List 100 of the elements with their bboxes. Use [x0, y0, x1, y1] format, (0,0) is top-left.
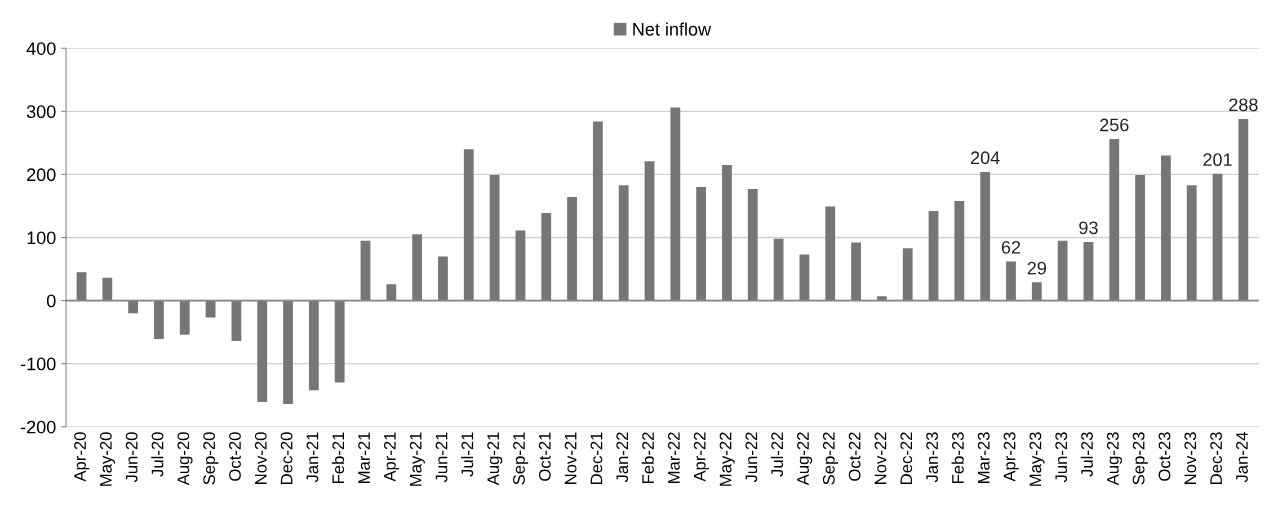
x-tick-label: Jun-22 — [745, 432, 758, 483]
x-tick-label: Oct-23 — [1158, 432, 1171, 481]
y-tick-label: 300 — [26, 105, 56, 119]
x-tick-label: Jan-22 — [616, 432, 629, 483]
x-tick-label: Nov-20 — [254, 432, 267, 484]
x-tick-label: Feb-23 — [951, 432, 964, 484]
x-tick-label: Jul-23 — [1080, 432, 1093, 477]
x-tick-label: Mar-21 — [358, 432, 370, 483]
bar — [438, 256, 448, 301]
y-tick-label: 400 — [26, 42, 56, 55]
bar — [283, 300, 293, 405]
x-tick-label: Oct-20 — [229, 432, 241, 481]
x-tick-label: Sep-23 — [1132, 432, 1148, 485]
x-tick-label: Sep-20 — [203, 432, 219, 485]
bar — [231, 300, 242, 341]
x-tick-label: Nov-22 — [874, 432, 887, 484]
x-tick-label: Feb-22 — [641, 432, 654, 484]
x-tick-label: Apr-21 — [383, 432, 400, 482]
data-label: 62 — [1001, 240, 1021, 254]
x-tick-label: Apr-20 — [74, 432, 90, 482]
x-tick-label: Jan-24 — [1236, 432, 1248, 483]
x-tick-label: Dec-20 — [280, 432, 293, 484]
data-label: 256 — [1100, 118, 1129, 132]
bar — [412, 234, 423, 301]
x-tick-label: Oct-21 — [538, 432, 551, 481]
x-tick-label: May-20 — [99, 432, 116, 486]
bar — [1160, 155, 1171, 301]
bar — [541, 212, 552, 301]
x-tick-label: Nov-23 — [1184, 432, 1197, 484]
x-tick-label: Aug-21 — [487, 432, 503, 486]
bar — [1186, 185, 1197, 301]
bar — [1212, 173, 1223, 301]
x-tick-label: Dec-21 — [590, 432, 603, 484]
bar — [386, 284, 397, 301]
legend-label: Net inflow — [633, 22, 712, 36]
x-tick-label: Apr-22 — [693, 432, 709, 482]
x-tick-label: Jan-21 — [306, 432, 319, 483]
bar — [567, 197, 577, 301]
bar — [1083, 241, 1094, 301]
x-tick-label: Apr-23 — [1003, 432, 1019, 482]
x-tick-label: Jul-22 — [770, 432, 784, 477]
bar — [1135, 175, 1145, 301]
x-tick-label: Dec-22 — [900, 432, 913, 484]
x-tick-label: May-21 — [409, 432, 425, 486]
y-tick-label: 0 — [46, 294, 56, 308]
x-tick-label: May-22 — [719, 432, 735, 486]
bar — [618, 185, 629, 301]
bar — [334, 300, 345, 383]
bar — [954, 200, 965, 301]
y-tick-label: -100 — [20, 357, 56, 371]
bar — [463, 149, 474, 301]
x-tick-label: Mar-23 — [977, 432, 990, 483]
y-tick-label: -200 — [20, 420, 56, 434]
bar — [644, 161, 655, 301]
x-tick-label: Feb-21 — [331, 432, 345, 484]
x-tick-label: Jul-21 — [461, 432, 474, 477]
x-tick-label: Jun-23 — [1055, 432, 1068, 483]
x-tick-label: Aug-22 — [797, 432, 813, 486]
data-label: 288 — [1229, 98, 1258, 112]
bar — [722, 164, 732, 301]
bar — [876, 296, 887, 301]
data-label: 201 — [1203, 153, 1232, 167]
x-tick-label: Dec-23 — [1210, 432, 1223, 484]
bar — [515, 230, 526, 301]
bar — [1057, 240, 1068, 301]
bar — [773, 238, 784, 301]
y-tick-label: 200 — [27, 168, 56, 182]
x-tick-label: Nov-21 — [564, 432, 577, 484]
bar — [360, 240, 371, 301]
x-tick-label: Sep-22 — [822, 432, 839, 485]
bar — [670, 107, 681, 301]
x-tick-label: Jul-20 — [151, 432, 164, 477]
x-tick-label: Jan-23 — [926, 432, 938, 483]
bar — [696, 187, 707, 301]
bar — [489, 175, 500, 301]
x-tick-label: May-23 — [1029, 432, 1045, 486]
bar — [308, 300, 319, 391]
x-tick-label: Aug-20 — [177, 432, 193, 486]
x-tick-label: Jun-20 — [125, 432, 138, 483]
y-tick-label: 100 — [27, 231, 56, 245]
x-tick-label: Sep-21 — [513, 432, 529, 485]
x-tick-label: Aug-23 — [1106, 432, 1123, 486]
x-tick-label: Oct-22 — [848, 432, 861, 481]
bar — [825, 206, 836, 301]
x-tick-label: Jun-21 — [435, 432, 448, 483]
bar — [154, 300, 164, 340]
bar — [128, 300, 139, 314]
bar — [257, 300, 268, 403]
bar — [205, 300, 216, 318]
data-label: 93 — [1079, 221, 1098, 235]
x-tick-label: Mar-22 — [668, 432, 680, 483]
data-label: 29 — [1027, 261, 1046, 275]
bar — [747, 188, 758, 301]
bar — [76, 272, 87, 301]
bar — [980, 171, 991, 301]
bar — [902, 248, 913, 301]
bar — [1031, 282, 1042, 301]
bar — [102, 277, 113, 301]
bar — [1238, 118, 1249, 301]
data-label: 204 — [971, 151, 1000, 165]
